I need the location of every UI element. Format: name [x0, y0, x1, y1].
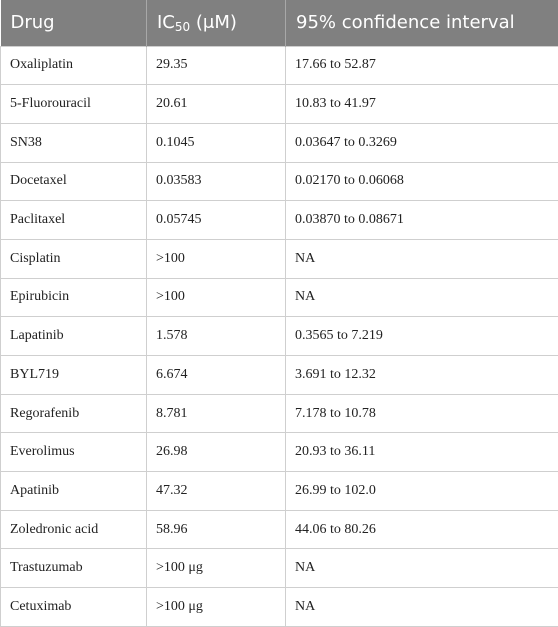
table-cell: 20.93 to 36.11 [285, 432, 558, 473]
table-cell: 26.99 to 102.0 [285, 471, 558, 511]
table-row: Apatinib 47.32 26.99 to 102.0 [0, 471, 558, 511]
table-row: BYL719 6.674 3.691 to 12.32 [0, 355, 558, 395]
table-cell: SN38 [0, 122, 147, 163]
header-cell: 95% confidence interval [285, 0, 558, 46]
table-cell: 5-Fluorouracil [0, 84, 147, 124]
table-cell: 0.3565 to 7.219 [285, 316, 558, 356]
table-cell: Lapatinib [0, 316, 147, 356]
table-cell: 58.96 [146, 509, 286, 550]
table-cell: BYL719 [0, 355, 147, 395]
table-cell: Apatinib [0, 471, 147, 511]
table-cell: Regorafenib [0, 393, 147, 434]
table-cell: 0.03647 to 0.3269 [285, 122, 558, 163]
table-cell: 6.674 [146, 355, 286, 395]
table-cell: 20.61 [146, 84, 286, 124]
header-text: IC [157, 12, 175, 34]
table-row: Regorafenib 8.781 7.178 to 10.78 [0, 393, 558, 434]
table-cell: NA [285, 587, 558, 627]
table-cell: 0.02170 to 0.06068 [285, 161, 558, 202]
table-cell: Paclitaxel [0, 200, 147, 240]
table-row: Paclitaxel 0.05745 0.03870 to 0.08671 [0, 200, 558, 240]
table-cell: >100 [146, 238, 286, 279]
table-cell: >100 [146, 277, 286, 318]
table-cell: 10.83 to 41.97 [285, 84, 558, 124]
table-cell: Cisplatin [0, 238, 147, 279]
table-cell: 26.98 [146, 432, 286, 473]
table-cell: Trastuzumab [0, 548, 147, 589]
table-row: Trastuzumab >100 μg NA [0, 548, 558, 589]
table-row: Epirubicin >100 NA [0, 277, 558, 318]
table-cell: 0.05745 [146, 200, 286, 240]
table-cell: 0.03870 to 0.08671 [285, 200, 558, 240]
table-cell: 0.1045 [146, 122, 286, 163]
table-cell: 47.32 [146, 471, 286, 511]
table-row: SN38 0.1045 0.03647 to 0.3269 [0, 122, 558, 163]
table-cell: 7.178 to 10.78 [285, 393, 558, 434]
table-cell: 0.03583 [146, 161, 286, 202]
header-cell: IC50 (μM) [146, 0, 286, 46]
table-cell: 17.66 to 52.87 [285, 45, 558, 86]
table-cell: NA [285, 277, 558, 318]
table-row: Everolimus 26.98 20.93 to 36.11 [0, 432, 558, 473]
table-cell: Epirubicin [0, 277, 147, 318]
table-row: Zoledronic acid 58.96 44.06 to 80.26 [0, 509, 558, 550]
table-header: Drug IC50 (μM) 95% confidence interval [0, 0, 558, 46]
table-cell: 44.06 to 80.26 [285, 509, 558, 550]
table-cell: Everolimus [0, 432, 147, 473]
table-cell: 29.35 [146, 45, 286, 86]
table-cell: Zoledronic acid [0, 509, 147, 550]
table-cell: NA [285, 548, 558, 589]
header-row: Drug IC50 (μM) 95% confidence interval [0, 0, 558, 46]
table-row: 5-Fluorouracil 20.61 10.83 to 41.97 [0, 84, 558, 124]
table-cell: Cetuximab [0, 587, 147, 627]
table-cell: 1.578 [146, 316, 286, 356]
table-cell: >100 μg [146, 587, 286, 627]
table-row: Cetuximab >100 μg NA [0, 587, 558, 627]
table-cell: 8.781 [146, 393, 286, 434]
table-row: Cisplatin >100 NA [0, 238, 558, 279]
table-cell: >100 μg [146, 548, 286, 589]
header-cell: Drug [0, 0, 147, 46]
header-text: (μM) [190, 12, 237, 34]
table-row: Lapatinib 1.578 0.3565 to 7.219 [0, 316, 558, 356]
table-row: Docetaxel 0.03583 0.02170 to 0.06068 [0, 161, 558, 202]
table-cell: Docetaxel [0, 161, 147, 202]
table-row: Oxaliplatin 29.35 17.66 to 52.87 [0, 45, 558, 86]
table-cell: NA [285, 238, 558, 279]
table-cell: Oxaliplatin [0, 45, 147, 86]
table-body: Oxaliplatin 29.35 17.66 to 52.87 5-Fluorour… [0, 45, 558, 627]
table-cell: 3.691 to 12.32 [285, 355, 558, 395]
header-subscript: 50 [174, 20, 191, 35]
